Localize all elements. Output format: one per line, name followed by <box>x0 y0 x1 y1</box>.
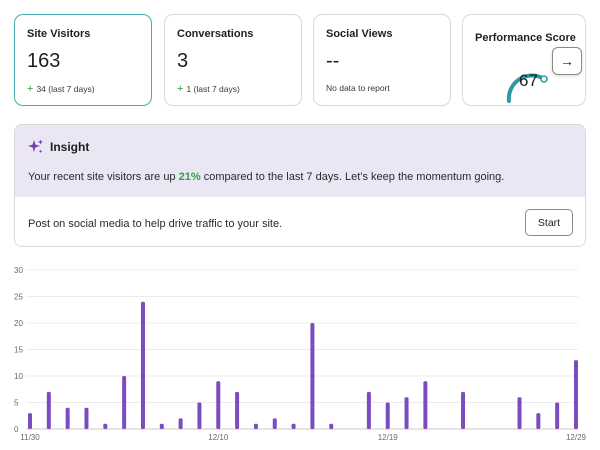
y-tick-label: 20 <box>14 319 23 328</box>
chart-bar[interactable] <box>103 423 108 429</box>
insight-title: Insight <box>50 140 90 154</box>
y-tick-label: 25 <box>14 293 23 302</box>
y-tick-label: 30 <box>14 266 23 275</box>
chart-bar[interactable] <box>28 413 32 429</box>
chart-bar[interactable] <box>272 418 277 429</box>
card-note: No data to report <box>326 83 390 93</box>
chart-bar[interactable] <box>84 407 89 429</box>
chart-bar[interactable] <box>46 391 51 429</box>
chart-bar[interactable] <box>65 407 70 429</box>
insight-message-start: Your recent site visitors are up <box>28 171 179 183</box>
chart-bar[interactable] <box>366 391 371 429</box>
performance-gauge <box>506 73 548 103</box>
chart-bar[interactable] <box>385 402 390 430</box>
chart-bar[interactable] <box>291 423 296 429</box>
visitors-chart: 0 5 10 15 20 25 30 11/30 12/10 12/19 12/29 <box>0 258 600 450</box>
card-value: -- <box>326 50 340 72</box>
card-note-text: No data to report <box>326 83 390 93</box>
insight-header-area <box>15 125 585 197</box>
chart-bar[interactable] <box>404 397 409 429</box>
chart-bar[interactable] <box>253 423 258 429</box>
insight-action-text: Post on social media to help drive traff… <box>28 218 283 230</box>
insight-message: Your recent site visitors are up 21% com… <box>28 171 504 183</box>
card-title: Performance Score <box>475 32 576 44</box>
x-tick-label: 12/29 <box>566 433 587 442</box>
chart-bar[interactable] <box>574 360 578 429</box>
plus-icon: + <box>177 83 184 95</box>
start-button[interactable]: Start <box>525 209 573 236</box>
x-tick-label: 12/10 <box>208 433 229 442</box>
card-delta-text: 1 (last 7 days) <box>186 84 240 94</box>
performance-score-card[interactable]: Performance Score 67 → <box>462 14 586 106</box>
insight-percent: 21% <box>178 171 201 183</box>
chart-bar[interactable] <box>329 423 334 429</box>
card-delta: +1 (last 7 days) <box>177 83 240 95</box>
insight-heading: Insight <box>28 139 89 155</box>
chart-bar[interactable] <box>310 323 315 429</box>
card-delta: +34 (last 7 days) <box>27 83 95 95</box>
chart-bar[interactable] <box>122 376 127 429</box>
performance-score-value: 67 <box>519 71 538 90</box>
x-tick-label: 12/19 <box>378 433 399 442</box>
chart-bar[interactable] <box>461 391 466 429</box>
sparkle-icon <box>28 139 43 154</box>
chart-bar[interactable] <box>140 301 145 429</box>
insight-message-end: compared to the last 7 days. Let’s keep … <box>200 171 505 183</box>
next-button[interactable]: → <box>552 47 582 75</box>
insight-panel: Insight Your recent site visitors are up… <box>14 124 586 247</box>
card-value: 163 <box>27 50 61 72</box>
card-title: Site Visitors <box>27 28 91 40</box>
chart-bar[interactable] <box>555 402 560 430</box>
visitors-bar-chart: 0 5 10 15 20 25 30 11/30 12/10 12/19 12/29 <box>14 266 587 442</box>
chart-bar[interactable] <box>159 423 164 429</box>
x-tick-label: 11/30 <box>20 433 40 442</box>
chart-bar[interactable] <box>197 402 202 430</box>
plus-icon: + <box>27 83 34 95</box>
site-visitors-card[interactable]: Site Visitors 163 +34 (last 7 days) <box>14 14 152 106</box>
chart-bar[interactable] <box>423 381 428 429</box>
chart-bar[interactable] <box>216 381 221 429</box>
card-delta-text: 34 (last 7 days) <box>36 84 95 94</box>
chart-bar[interactable] <box>536 413 541 429</box>
y-tick-label: 15 <box>14 346 23 355</box>
chart-bar[interactable] <box>178 418 183 429</box>
y-tick-label: 0 <box>14 425 19 434</box>
card-title: Conversations <box>177 28 254 40</box>
card-title: Social Views <box>326 28 393 40</box>
arrow-right-icon: → <box>560 53 574 69</box>
chart-bar[interactable] <box>517 397 522 429</box>
summary-cards: Site Visitors 163 +34 (last 7 days) Conv… <box>0 0 600 120</box>
card-value: 3 <box>177 50 189 72</box>
conversations-card[interactable]: Conversations 3 +1 (last 7 days) <box>164 14 302 106</box>
social-views-card[interactable]: Social Views -- No data to report <box>313 14 451 106</box>
chart-bar[interactable] <box>235 391 240 429</box>
y-tick-label: 5 <box>14 399 19 408</box>
y-tick-label: 10 <box>14 372 23 381</box>
